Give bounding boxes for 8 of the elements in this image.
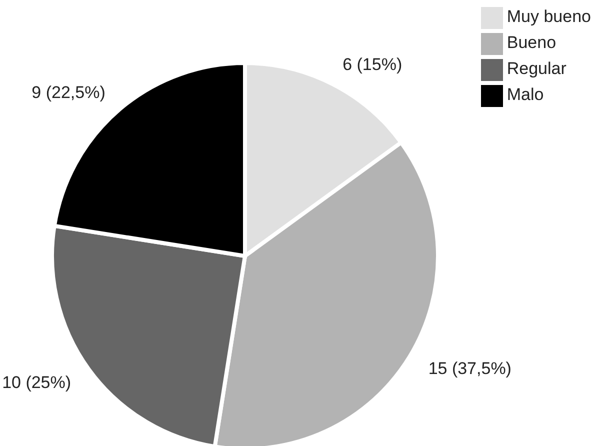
legend-label: Malo [506,85,544,104]
legend-label: Muy bueno [506,7,591,26]
legend-label: Bueno [506,33,556,52]
data-label: 9 (22,5%) [32,83,106,102]
legend-label: Regular [506,59,566,78]
data-label: 15 (37,5%) [428,358,512,378]
data-label: 10 (25%) [2,372,72,392]
data-label: 6 (15%) [342,54,402,74]
